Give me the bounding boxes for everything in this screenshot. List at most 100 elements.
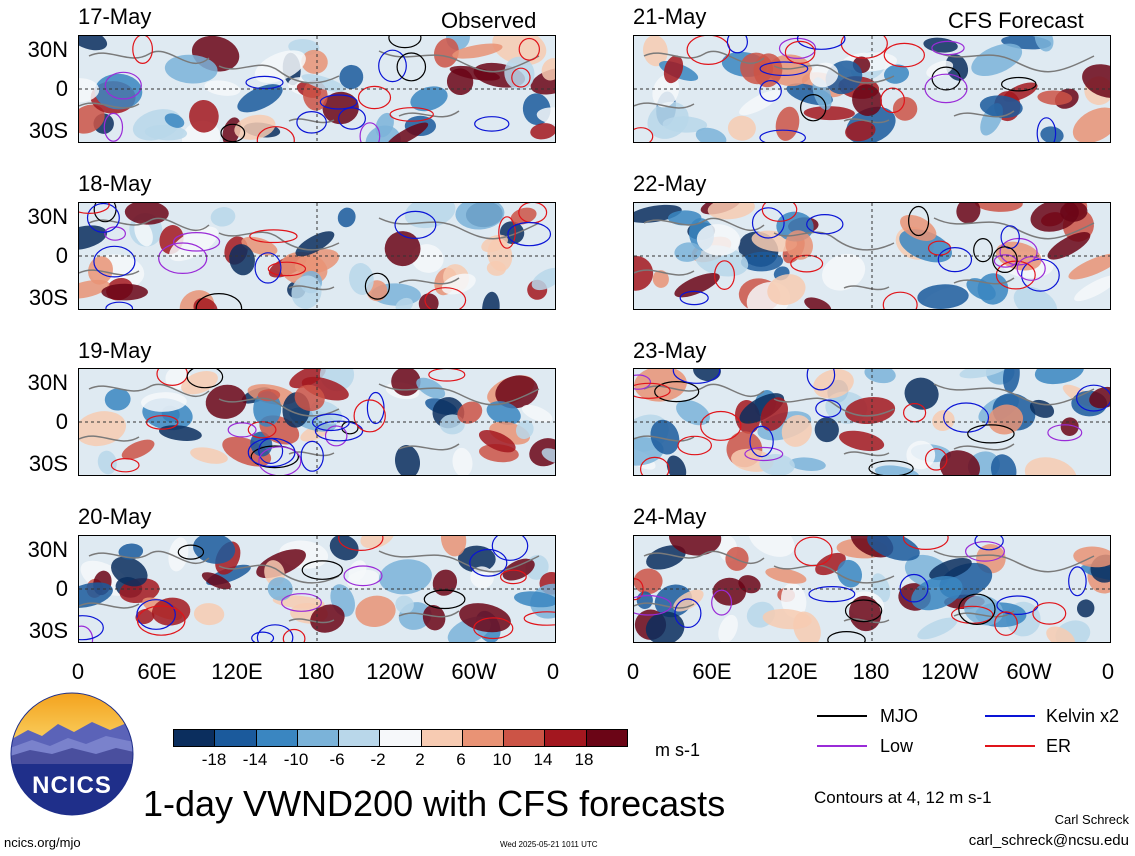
lat-label-eq: 0: [55, 76, 68, 101]
anomaly-blob: [459, 603, 511, 633]
anomaly-blob: [929, 558, 972, 581]
anomaly-blob: [1072, 107, 1110, 142]
anomaly-blob: [118, 543, 144, 560]
anomaly-blob: [803, 106, 855, 121]
anomaly-blob: [814, 417, 839, 443]
anomaly-blob: [1089, 386, 1110, 409]
anomaly-blob: [337, 207, 356, 228]
logo-text: NCICS: [32, 772, 112, 799]
anomaly-blob: [753, 53, 783, 88]
contour-loop: [353, 399, 386, 433]
lat-label-30n: 30N: [27, 537, 68, 562]
anomaly-blob: [1076, 599, 1095, 618]
anomaly-blob: [418, 293, 439, 309]
contour-loop: [815, 399, 842, 418]
contour-loop: [227, 422, 257, 438]
anomaly-blob: [365, 125, 401, 142]
colorbar: [173, 729, 628, 747]
contour-loop: [282, 628, 306, 642]
anomaly-blob: [845, 397, 896, 424]
contour-loop: [751, 207, 785, 239]
anomaly-blob: [839, 430, 885, 452]
anomaly-blob: [662, 116, 708, 133]
contour-loop: [93, 245, 136, 278]
contour-loop: [749, 425, 774, 458]
lon-label-120w: 120W: [921, 659, 979, 684]
anomaly-blob: [190, 447, 228, 464]
anomaly-blob: [643, 36, 668, 67]
anomaly-blob: [531, 267, 555, 291]
anomaly-blob: [673, 589, 704, 612]
contour-loop: [674, 598, 702, 628]
anomaly-blob: [204, 80, 241, 96]
coastline: [634, 550, 1095, 624]
anomaly-blob: [101, 283, 148, 301]
contour-loop: [319, 94, 358, 110]
anomaly-blob: [210, 207, 236, 227]
lat-label-30s: 30S: [28, 618, 68, 643]
anomaly-blob: [663, 55, 684, 84]
contour-loop: [744, 446, 784, 462]
anomaly-blob: [645, 611, 685, 642]
anomaly-blob: [301, 49, 328, 74]
lat-label-30n: 30N: [27, 37, 68, 62]
contour-loop: [300, 440, 324, 472]
anomaly-blob: [676, 399, 710, 426]
anomaly-blob: [339, 64, 364, 90]
anomaly-blob: [386, 122, 429, 142]
coastline: [634, 383, 1095, 457]
contour-loop: [343, 565, 383, 587]
legend-er-line: [985, 745, 1035, 747]
contour-loop: [1076, 384, 1110, 412]
anomaly-blob: [410, 86, 448, 112]
observed-label: Observed: [441, 8, 537, 33]
anomaly-blob: [310, 604, 345, 633]
anomaly-blob: [650, 419, 680, 455]
anomaly-blob: [693, 369, 721, 382]
contour-loop: [105, 301, 134, 309]
anomaly-blob: [510, 207, 537, 225]
anomaly-blob: [1030, 203, 1079, 232]
colorbar-swatch: [462, 730, 505, 746]
contour-loop: [136, 599, 176, 630]
lon-label-0: 0: [1101, 659, 1115, 684]
anomaly-blob: [536, 107, 555, 124]
anomaly-blob: [906, 440, 936, 470]
contour-loop: [902, 536, 949, 550]
anomaly-blob: [917, 284, 969, 309]
contour-loop: [868, 460, 914, 475]
anomaly-blob: [775, 106, 800, 141]
contour-loop: [634, 374, 651, 390]
contour-loop: [469, 548, 508, 577]
contour-loop: [654, 381, 700, 403]
contour-loop: [301, 560, 343, 580]
colorbar-swatch: [545, 730, 587, 746]
contour-loop: [931, 40, 965, 56]
anomaly-blob: [79, 104, 105, 134]
lon-label-0: 0: [626, 659, 640, 684]
map-panel-obs-2: [78, 202, 556, 310]
contour-loop: [713, 260, 735, 290]
site-link[interactable]: ncics.org/mjo: [4, 835, 81, 850]
anomaly-blob: [696, 224, 741, 256]
contour-loop: [245, 75, 284, 90]
contour-loop: [1000, 76, 1037, 92]
anomaly-blob: [813, 369, 854, 399]
lon-label-180: 180: [297, 659, 335, 684]
anomaly-blob: [79, 78, 100, 103]
contour-loop: [1068, 566, 1087, 597]
contour-loop: [679, 290, 709, 306]
contour-loop: [500, 569, 527, 585]
contour-loop: [103, 112, 124, 142]
map-panel-obs-3: [78, 368, 556, 476]
anomaly-blob: [515, 420, 534, 440]
anomaly-blob: [455, 203, 505, 230]
contour-loop: [806, 369, 836, 391]
contour-loop: [993, 254, 1017, 268]
anomaly-blob: [1003, 82, 1038, 102]
anomaly-blob: [395, 297, 413, 309]
anomaly-blob: [301, 376, 349, 401]
anomaly-blob: [422, 605, 446, 631]
coastline: [79, 383, 540, 457]
colorbar-swatch: [215, 730, 257, 746]
